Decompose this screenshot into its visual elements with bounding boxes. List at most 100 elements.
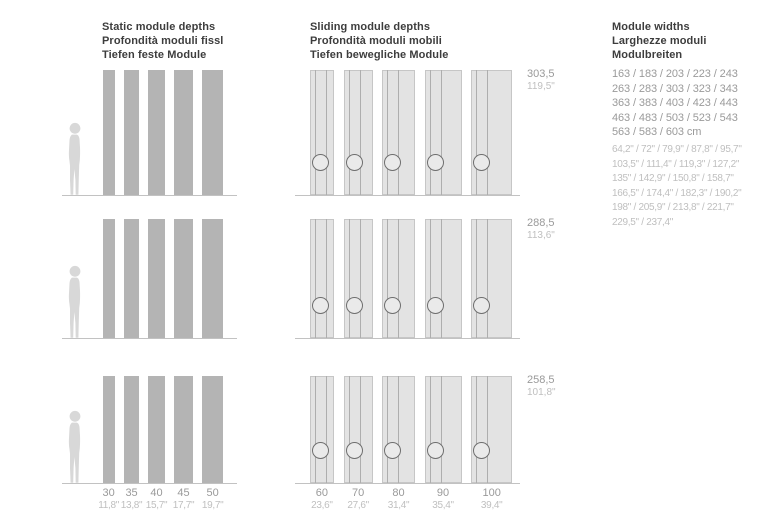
static-module-bar	[148, 219, 165, 338]
roller-wheel-icon	[345, 441, 363, 459]
static-module-bar	[102, 219, 115, 338]
rail-line	[440, 376, 442, 483]
rail-line	[359, 376, 361, 483]
rail-line	[387, 376, 389, 483]
roller-wheel-icon	[426, 296, 444, 314]
rail-line	[429, 376, 431, 483]
rail-line	[487, 376, 489, 483]
sliding-depth-tick-cm: 80	[392, 487, 405, 499]
static-depth-tick-inch: 15,7"	[145, 500, 168, 511]
static-module-bar	[202, 219, 223, 338]
module-widths-heading: Module widths Larghezze moduli Modulbrei…	[612, 20, 707, 62]
rail-line	[325, 376, 327, 483]
heading-line-de: Tiefen bewegliche Module	[310, 49, 449, 61]
static-module-bar	[148, 69, 165, 195]
heading-line-en: Module widths	[612, 21, 690, 33]
module-height-inch-label: 119,5"	[527, 80, 555, 92]
heading-line-de: Modulbreiten	[612, 49, 683, 61]
rail-line	[348, 69, 350, 195]
rail-line	[359, 219, 361, 338]
rail-line	[487, 219, 489, 338]
static-depths-heading: Static module depths Profondità moduli f…	[102, 20, 223, 62]
sliding-module-bar	[343, 376, 373, 483]
sliding-depth-tick-inch: 35,4"	[432, 500, 454, 511]
sliding-depth-tick-inch: 27,6"	[347, 500, 369, 511]
sliding-depth-tick-inch: 23,6"	[311, 500, 333, 511]
person-silhouette-icon	[68, 122, 81, 195]
rail-line	[398, 69, 400, 195]
ground-line-sliding	[295, 338, 520, 339]
rail-line	[429, 69, 431, 195]
heading-line-it: Larghezze moduli	[612, 35, 707, 47]
inch-list-line: 135" / 142,9" / 150,8" / 158,7"	[612, 173, 734, 184]
static-depth-tick-inch: 13,8"	[120, 500, 143, 511]
sliding-depth-tick-cm: 60	[315, 487, 328, 499]
static-module-bar	[102, 376, 115, 483]
ground-line-static	[62, 338, 237, 339]
module-height-inch-label: 101,8"	[527, 387, 556, 399]
rail-line	[476, 219, 478, 338]
rail-line	[440, 219, 442, 338]
static-depth-tick-inch: 17,7"	[172, 500, 195, 511]
cm-list-line: 463 / 483 / 503 / 523 / 543	[612, 111, 738, 124]
cm-list-line: 163 / 183 / 203 / 223 / 243	[612, 68, 738, 80]
module-height-cm-label: 288,5	[527, 217, 555, 230]
rail-line	[487, 69, 489, 195]
roller-wheel-icon	[345, 296, 363, 314]
static-module-bar	[124, 376, 139, 483]
rail-line	[314, 376, 316, 483]
rail-line	[348, 376, 350, 483]
static-depth-tick-inch: 11,8"	[98, 500, 120, 511]
rail-line	[476, 376, 478, 483]
roller-wheel-icon	[311, 296, 329, 314]
rail-line	[325, 69, 327, 195]
roller-wheel-icon	[311, 153, 329, 171]
rail-line	[314, 219, 316, 338]
inch-list-line: 198" / 205,9" / 213,8" / 221,7"	[612, 202, 734, 213]
rail-line	[359, 69, 361, 195]
module-widths-inch-list: 64,2" / 72" / 79,9" / 87,8" / 95,7" 103,…	[612, 143, 742, 230]
sliding-module-bar	[424, 69, 462, 195]
heading-line-it: Profondità moduli mobili	[310, 35, 442, 47]
rail-line	[387, 219, 389, 338]
roller-wheel-icon	[426, 153, 444, 171]
module-widths-cm-list: 163 / 183 / 203 / 223 / 243 263 / 283 / …	[612, 67, 738, 140]
person-silhouette	[63, 265, 86, 338]
static-module-bar	[124, 69, 139, 195]
static-depth-tick-cm: 35	[125, 487, 138, 499]
sliding-module-bar	[471, 376, 513, 483]
roller-wheel-icon	[384, 153, 402, 171]
static-module-bar	[124, 219, 139, 338]
heading-line-en: Sliding module depths	[310, 21, 431, 33]
sliding-module-bar	[343, 219, 373, 338]
roller-wheel-icon	[473, 441, 491, 459]
heading-line-it: Profondità moduli fissl	[102, 35, 224, 47]
roller-wheel-icon	[426, 441, 444, 459]
ground-line-sliding	[295, 483, 520, 484]
sliding-module-bar	[424, 376, 462, 483]
static-module-bar	[174, 376, 193, 483]
inch-list-line: 229,5" / 237,4"	[612, 216, 673, 228]
sliding-module-bar	[309, 69, 335, 195]
heading-line-en: Static module depths	[102, 21, 216, 33]
cm-list-line: 563 / 583 / 603 cm	[612, 126, 702, 138]
rail-line	[440, 69, 442, 195]
inch-list-line: 64,2" / 72" / 79,9" / 87,8" / 95,7"	[612, 144, 742, 155]
inch-list-line: 166,5" / 174,4" / 182,3" / 190,2"	[612, 187, 742, 199]
rail-line	[314, 69, 316, 195]
rail-line	[325, 219, 327, 338]
roller-wheel-icon	[311, 441, 329, 459]
cm-list-line: 363 / 383 / 403 / 423 / 443	[612, 97, 738, 109]
heading-line-de: Tiefen feste Module	[102, 49, 207, 61]
sliding-module-bar	[471, 219, 513, 338]
sliding-module-bar	[309, 376, 335, 483]
static-module-bar	[148, 376, 165, 483]
static-module-bar	[102, 69, 115, 195]
module-height-cm-label: 258,5	[527, 374, 555, 387]
sliding-depth-tick-cm: 100	[482, 487, 501, 499]
rail-line	[429, 219, 431, 338]
person-silhouette-icon	[68, 265, 81, 338]
module-height-cm-label: 303,5	[527, 67, 555, 80]
roller-wheel-icon	[473, 153, 491, 171]
